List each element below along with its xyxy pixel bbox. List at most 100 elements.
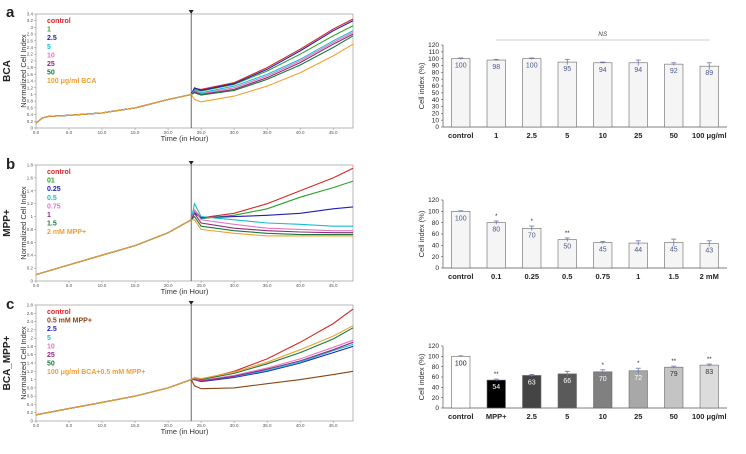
y-tick-label: 1.2 (27, 201, 34, 206)
bar-x-tick-label: 50 (670, 412, 678, 421)
bar-y-tick-label: 100 (428, 354, 439, 361)
bar-value-label: 44 (634, 247, 642, 254)
ns-label: NS (598, 31, 608, 38)
significance-marker: * (495, 214, 498, 220)
bar-y-tick-label: 10 (432, 117, 440, 124)
bar-value-label: 89 (705, 70, 713, 77)
legend-entry: control (47, 18, 71, 25)
significance-marker: ** (707, 357, 712, 363)
bar-y-tick-label: 20 (432, 111, 440, 118)
bar-y-tick-label: 40 (432, 385, 440, 392)
bar-value-label: 94 (599, 67, 607, 74)
bar-value-label: 43 (705, 248, 713, 255)
series-line-7 (35, 43, 354, 124)
bar-x-tick-label: 2 mM (700, 272, 719, 281)
legend-entry: 100 μg/ml BCA (47, 78, 96, 85)
bar-y-tick-label: 0 (435, 265, 439, 272)
y-tick-label: 1 (30, 92, 33, 97)
x-tick-label: 25.0 (197, 423, 206, 428)
bar-y-tick-label: 60 (432, 231, 440, 238)
y-tick-label: 0 (30, 126, 33, 131)
x-tick-label: 10.0 (98, 283, 107, 288)
bar-x-tick-label: 25 (634, 131, 642, 140)
x-tick-label: 0.0 (33, 423, 40, 428)
y-axis-title: Normalized Cell Index (19, 326, 28, 400)
bar-value-label: 50 (563, 244, 571, 251)
bar-chart: Cell index (%)01020304050607080901001101… (417, 31, 727, 140)
x-tick-label: 0.0 (33, 130, 40, 135)
panel-label: b (6, 156, 15, 173)
x-axis-title: Time (in Hour) (161, 427, 209, 436)
y-tick-label: 0.6 (27, 240, 34, 245)
bar-y-tick-label: 120 (428, 343, 439, 350)
bar-y-tick-label: 60 (432, 374, 440, 381)
x-tick-label: 5.0 (66, 130, 73, 135)
bar-value-label: 80 (492, 227, 500, 234)
bar-value-label: 72 (634, 375, 642, 382)
legend-entry: 0.75 (47, 203, 61, 210)
bar-value-label: 45 (599, 247, 607, 254)
y-tick-label: 1.2 (27, 85, 34, 90)
bar-value-label: 63 (528, 379, 536, 386)
legend-entry: 50 (47, 70, 55, 77)
y-tick-label: 3.4 (27, 12, 34, 17)
x-tick-label: 10.0 (98, 130, 107, 135)
legend-entry: 2 mM MPP+ (47, 229, 86, 236)
series-line-7 (35, 325, 354, 416)
bar-y-tick-label: 120 (428, 197, 439, 204)
bar-value-label: 70 (599, 376, 607, 383)
x-tick-label: 20.0 (164, 283, 173, 288)
y-tick-label: 0 (30, 279, 33, 284)
y-tick-label: 0.2 (27, 266, 34, 271)
legend-entry: 5 (47, 335, 51, 342)
plot-area (35, 13, 354, 129)
x-tick-label: 5.0 (66, 283, 73, 288)
x-tick-label: 20.0 (164, 130, 173, 135)
significance-marker: ** (565, 231, 570, 237)
bar-x-tick-label: 0.75 (595, 272, 610, 281)
bar-x-tick-label: control (448, 272, 473, 281)
bar-x-tick-label: control (448, 131, 473, 140)
legend-entry: 5 (47, 44, 51, 51)
significance-marker: ** (494, 372, 499, 378)
y-tick-label: 3.2 (27, 18, 34, 23)
x-tick-label: 40.0 (296, 423, 305, 428)
bar-x-tick-label: MPP+ (486, 412, 507, 421)
bar-y-tick-label: 100 (428, 209, 439, 216)
x-tick-label: 5.0 (66, 423, 73, 428)
line-chart: Normalized Cell Index Time (in Hour) 0.0 5.… (19, 301, 354, 436)
x-tick-label: 15.0 (131, 130, 140, 135)
bar-y-tick-label: 0 (435, 124, 439, 131)
panel-label: a (6, 4, 15, 21)
x-tick-label: 40.0 (296, 130, 305, 135)
y-tick-label: 0.8 (27, 227, 34, 232)
treatment-marker-arrow-icon (188, 161, 194, 165)
bar-y-tick-label: 60 (432, 83, 440, 90)
y-tick-label: 1.6 (27, 352, 34, 357)
bar-y-tick-label: 0 (435, 405, 439, 412)
x-tick-label: 15.0 (131, 423, 140, 428)
y-tick-label: 0.6 (27, 394, 34, 399)
bar-y-tick-label: 80 (432, 364, 440, 371)
y-tick-label: 0.4 (27, 402, 34, 407)
panel-b: b MPP+ Normalized Cell Index Time (in Hour)… (2, 156, 727, 296)
significance-marker: * (637, 361, 640, 367)
y-tick-label: 1.2 (27, 369, 34, 374)
bar-x-tick-label: 25 (634, 412, 642, 421)
significance-marker: * (531, 219, 534, 225)
x-tick-label: 0.0 (33, 283, 40, 288)
legend-entry: 1 (47, 212, 51, 219)
bar-x-tick-label: 0.5 (562, 272, 572, 281)
legend-entry: 0.25 (47, 186, 61, 193)
bar-value-label: 70 (528, 232, 536, 239)
bar-y-tick-label: 80 (432, 220, 440, 227)
x-tick-label: 35.0 (263, 423, 272, 428)
legend-entry: 0.5 mM MPP+ (47, 318, 92, 325)
bar-y-tick-label: 80 (432, 70, 440, 77)
bar-value-label: 100 (455, 63, 467, 70)
bar-value-label: 95 (563, 66, 571, 73)
y-tick-label: 2.4 (27, 319, 34, 324)
x-tick-label: 10.0 (98, 423, 107, 428)
bar-value-label: 100 (455, 360, 467, 367)
bar-x-tick-label: 0.1 (491, 272, 501, 281)
